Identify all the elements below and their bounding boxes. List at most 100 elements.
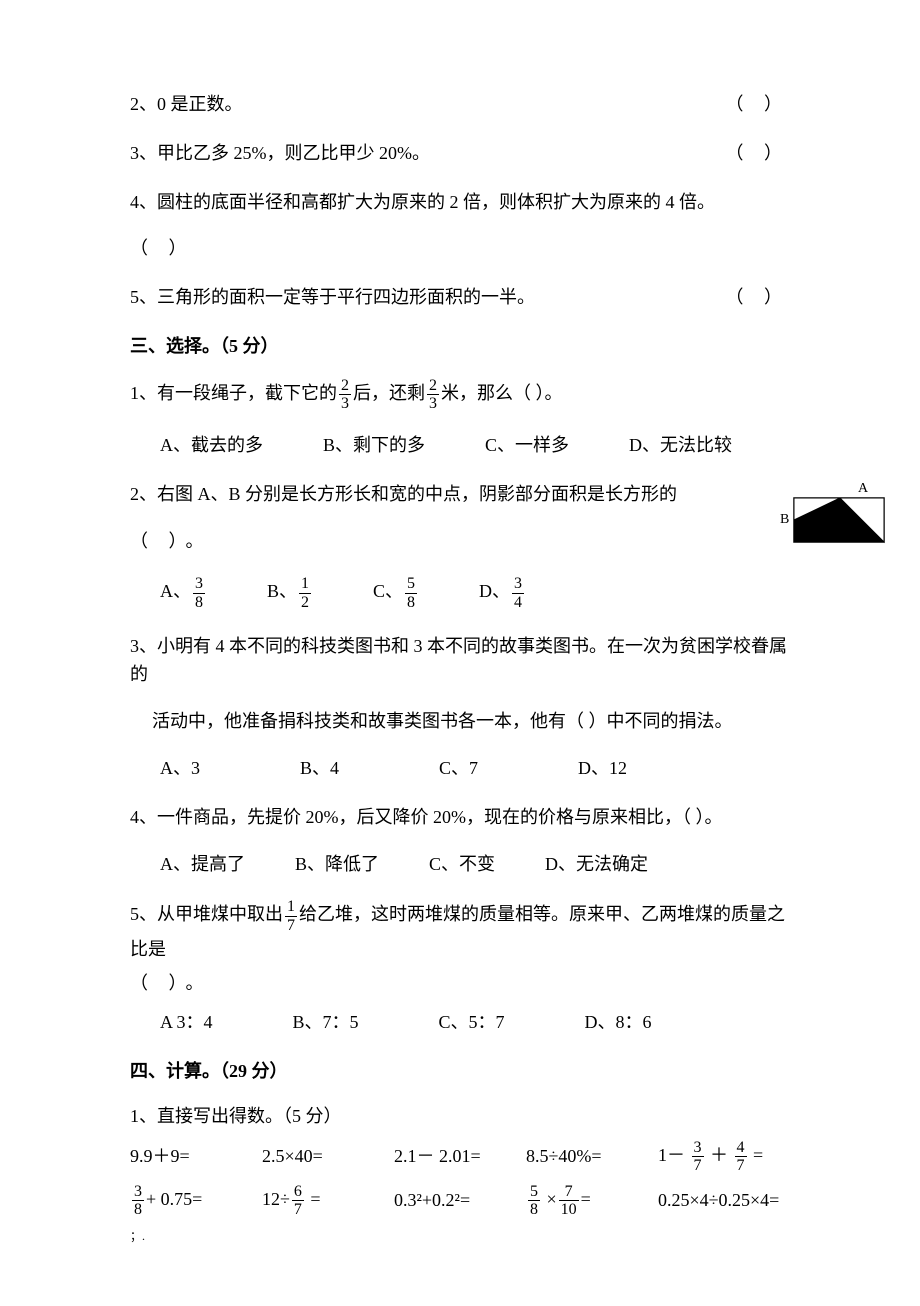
answer-paren: （ ）。 bbox=[130, 531, 212, 551]
option-d: D、无法确定 bbox=[545, 850, 648, 879]
q-num: 4、 bbox=[130, 192, 157, 212]
calc-r1c1: 9.9＋9= bbox=[130, 1142, 262, 1171]
option-a: A、提高了 bbox=[160, 850, 245, 879]
option-c: C、7 bbox=[439, 754, 478, 783]
option-a: A、3 bbox=[160, 754, 200, 783]
fraction: 58 bbox=[405, 575, 417, 611]
option-d: D、无法比较 bbox=[629, 431, 732, 460]
choice-q5-paren: （ ）。 bbox=[130, 969, 790, 998]
choice-q3-options: A、3 B、4 C、7 D、12 bbox=[130, 754, 790, 783]
choice-q2-paren: （ ）。 bbox=[130, 527, 790, 556]
calc-r2c1: 38+ 0.75= bbox=[130, 1183, 262, 1219]
q-num: 5、 bbox=[130, 905, 157, 925]
q-body: 甲比乙多 25%，则乙比甲少 20%。 bbox=[157, 143, 430, 163]
option-a: A、截去的多 bbox=[160, 431, 263, 460]
rectangle-figure: A B bbox=[780, 480, 890, 559]
q-num: 2、 bbox=[130, 484, 157, 504]
calc-r1c5: 1－ 37 ＋ 47 = bbox=[658, 1139, 790, 1175]
choice-q5: 5、从甲堆煤中取出17给乙堆，这时两堆煤的质量相等。原来甲、乙两堆煤的质量之比是 bbox=[130, 898, 790, 963]
choice-q2-text: 2、右图 A、B 分别是长方形长和宽的中点，阴影部分面积是长方形的 bbox=[130, 480, 790, 509]
answer-paren: （ ）。 bbox=[130, 973, 212, 993]
answer-paren: （ ） bbox=[726, 283, 791, 312]
answer-paren: （ ） bbox=[726, 90, 791, 119]
choice-q4: 4、一件商品，先提价 20%，后又降价 20%，现在的价格与原来相比，（ ）。 bbox=[130, 803, 790, 832]
calc-r1c4: 8.5÷40%= bbox=[526, 1142, 658, 1171]
option-b: B、降低了 bbox=[295, 850, 379, 879]
q-num: 4、 bbox=[130, 807, 157, 827]
option-a: A 3：4 bbox=[160, 1008, 213, 1037]
q-num: 2、 bbox=[130, 94, 157, 114]
judge-q5: 5、三角形的面积一定等于平行四边形面积的一半。 （ ） bbox=[130, 283, 790, 312]
option-d: D、12 bbox=[578, 754, 627, 783]
calc-r2c2: 12÷67 = bbox=[262, 1183, 394, 1219]
label-b: B bbox=[780, 512, 789, 527]
q-num: 3、 bbox=[130, 636, 157, 656]
section3-header: 三、选择。（5 分） bbox=[130, 332, 790, 361]
fraction: 23 bbox=[427, 377, 439, 413]
q-body: 右图 A、B 分别是长方形长和宽的中点，阴影部分面积是长方形的 bbox=[157, 484, 677, 504]
option-d: D、34 bbox=[479, 575, 526, 611]
fraction: 710 bbox=[559, 1183, 579, 1219]
fraction: 58 bbox=[528, 1183, 540, 1219]
judge-q3-text: 3、甲比乙多 25%，则乙比甲少 20%。 bbox=[130, 139, 726, 168]
option-a: A、38 bbox=[160, 575, 207, 611]
q-body: 一件商品，先提价 20%，后又降价 20%，现在的价格与原来相比，（ ）。 bbox=[157, 807, 723, 827]
q-body: 0 是正数。 bbox=[157, 94, 243, 114]
fraction: 23 bbox=[339, 377, 351, 413]
fraction: 47 bbox=[735, 1139, 747, 1175]
option-b: B、剩下的多 bbox=[323, 431, 425, 460]
judge-q4: 4、圆柱的底面半径和高都扩大为原来的 2 倍，则体积扩大为原来的 4 倍。 bbox=[130, 188, 790, 217]
option-c: C、5：7 bbox=[439, 1008, 505, 1037]
choice-q5-options: A 3：4 B、7：5 C、5：7 D、8：6 bbox=[130, 1008, 790, 1037]
calc-r1c3: 2.1－ 2.01= bbox=[394, 1142, 526, 1171]
q-mid: 后，还剩 bbox=[353, 383, 425, 403]
calc-r2c4: 58 ×710= bbox=[526, 1183, 658, 1219]
calc-row1: 9.9＋9= 2.5×40= 2.1－ 2.01= 8.5÷40%= 1－ 37… bbox=[130, 1139, 790, 1175]
q-body: 三角形的面积一定等于平行四边形面积的一半。 bbox=[157, 287, 535, 307]
option-b: B、7：5 bbox=[293, 1008, 359, 1037]
q-num: 1、 bbox=[130, 383, 157, 403]
fraction: 37 bbox=[692, 1139, 704, 1175]
option-d: D、8：6 bbox=[585, 1008, 652, 1037]
fraction: 17 bbox=[285, 898, 297, 934]
calc-r2c5: 0.25×4÷0.25×4= bbox=[658, 1186, 790, 1215]
choice-q1: 1、有一段绳子，截下它的23后，还剩23米，那么（ ）。 bbox=[130, 377, 790, 413]
option-b: B、4 bbox=[300, 754, 339, 783]
fraction: 34 bbox=[512, 575, 524, 611]
answer-paren: （ ） bbox=[726, 139, 791, 168]
q-num: 3、 bbox=[130, 143, 157, 163]
section4-header: 四、计算。（29 分） bbox=[130, 1057, 790, 1086]
q-body: 小明有 4 本不同的科技类图书和 3 本不同的故事类图书。在一次为贫困学校眷属的 bbox=[130, 636, 787, 685]
judge-q2: 2、0 是正数。 （ ） bbox=[130, 90, 790, 119]
q-pre: 有一段绳子，截下它的 bbox=[157, 383, 337, 403]
fraction: 67 bbox=[292, 1183, 304, 1219]
fraction: 38 bbox=[132, 1183, 144, 1219]
option-c: C、一样多 bbox=[485, 431, 569, 460]
option-c: C、不变 bbox=[429, 850, 495, 879]
judge-q4-paren: （ ） bbox=[130, 234, 790, 263]
q-num: 5、 bbox=[130, 287, 157, 307]
choice-q1-options: A、截去的多 B、剩下的多 C、一样多 D、无法比较 bbox=[130, 431, 790, 460]
calc-r2c3: 0.3²+0.2²= bbox=[394, 1186, 526, 1215]
fraction: 12 bbox=[299, 575, 311, 611]
calc-sub1: 1、直接写出得数。（5 分） bbox=[130, 1102, 790, 1131]
choice-q2-options: A、38 B、12 C、58 D、34 bbox=[130, 575, 790, 611]
answer-paren: （ ） bbox=[130, 238, 195, 258]
footer-mark: ；. bbox=[130, 1227, 790, 1246]
q-post: 米，那么（ ）。 bbox=[441, 383, 563, 403]
calc-r1c2: 2.5×40= bbox=[262, 1142, 394, 1171]
rect-diagram-svg: A B bbox=[780, 480, 890, 550]
option-b: B、12 bbox=[267, 575, 313, 611]
q-body: 圆柱的底面半径和高都扩大为原来的 2 倍，则体积扩大为原来的 4 倍。 bbox=[157, 192, 715, 212]
choice-q3-line2: 活动中，他准备捐科技类和故事类图书各一本，他有（ ）中不同的捐法。 bbox=[130, 707, 790, 736]
q-pre: 从甲堆煤中取出 bbox=[157, 905, 283, 925]
label-a: A bbox=[858, 481, 869, 496]
judge-q3: 3、甲比乙多 25%，则乙比甲少 20%。 （ ） bbox=[130, 139, 790, 168]
choice-q4-options: A、提高了 B、降低了 C、不变 D、无法确定 bbox=[130, 850, 790, 879]
calc-row2: 38+ 0.75= 12÷67 = 0.3²+0.2²= 58 ×710= 0.… bbox=[130, 1183, 790, 1219]
choice-q3-line1: 3、小明有 4 本不同的科技类图书和 3 本不同的故事类图书。在一次为贫困学校眷… bbox=[130, 632, 790, 690]
option-c: C、58 bbox=[373, 575, 419, 611]
judge-q5-text: 5、三角形的面积一定等于平行四边形面积的一半。 bbox=[130, 283, 726, 312]
judge-q2-text: 2、0 是正数。 bbox=[130, 90, 726, 119]
choice-q2: 2、右图 A、B 分别是长方形长和宽的中点，阴影部分面积是长方形的 （ ）。 A… bbox=[130, 480, 790, 556]
